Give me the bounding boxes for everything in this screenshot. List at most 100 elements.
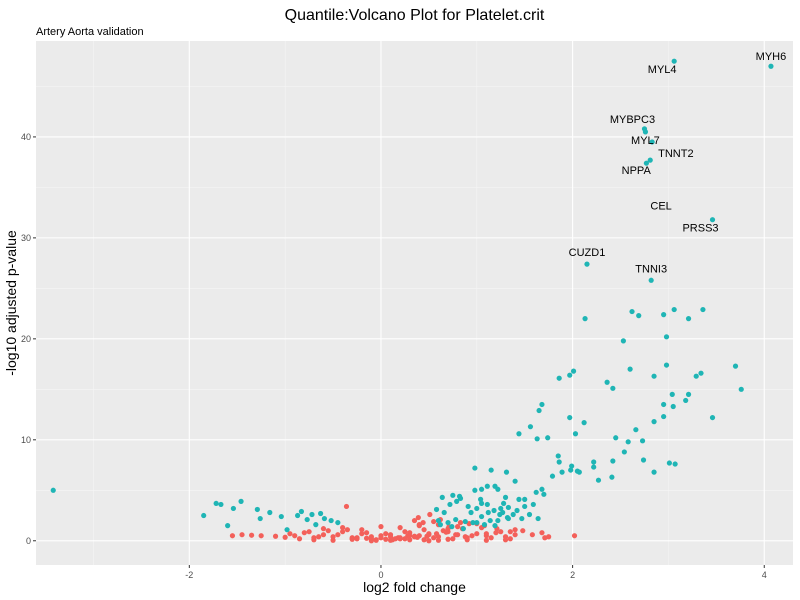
data-point: [359, 531, 365, 537]
data-point: [229, 533, 236, 539]
data-point: [287, 531, 293, 537]
data-point: [292, 533, 298, 539]
data-point: [633, 427, 639, 433]
data-point: [663, 334, 670, 340]
data-point: [498, 529, 504, 535]
data-point: [488, 535, 494, 541]
data-point: [407, 537, 413, 543]
data-point: [549, 473, 556, 479]
data-point: [304, 516, 310, 523]
data-point: [709, 414, 716, 421]
data-point: [284, 527, 290, 533]
data-point: [625, 439, 631, 445]
data-point: [629, 308, 635, 315]
data-point: [414, 534, 420, 540]
data-point: [445, 526, 451, 532]
data-point: [449, 524, 455, 530]
x-axis-ticks: -2 0 2 4: [185, 565, 767, 580]
data-point: [330, 537, 336, 543]
data-point: [415, 514, 421, 521]
data-point: [272, 533, 279, 539]
data-point: [491, 507, 497, 514]
data-point: [320, 526, 327, 532]
data-point: [485, 509, 491, 516]
data-point: [539, 530, 545, 536]
data-point: [238, 498, 244, 504]
data-point: [541, 491, 547, 497]
data-point: [340, 529, 346, 535]
data-point: [254, 506, 260, 513]
data-point: [567, 372, 573, 378]
y-tick-label: 0: [26, 536, 31, 546]
point-label-myh6: MYH6: [756, 51, 787, 63]
data-point: [411, 517, 418, 524]
data-point: [669, 391, 675, 397]
data-point: [512, 532, 518, 538]
data-point: [395, 535, 401, 541]
data-point: [343, 503, 350, 510]
data-point: [512, 527, 518, 533]
data-point: [572, 431, 579, 437]
data-point: [519, 515, 525, 522]
data-point: [481, 522, 488, 528]
data-point: [462, 518, 468, 525]
data-point: [700, 306, 706, 313]
point-label-cel: CEL: [650, 201, 671, 213]
x-tick-label: 2: [570, 570, 575, 580]
data-point: [454, 498, 460, 504]
point-label-cuzd1: CUZD1: [569, 247, 606, 259]
data-point: [431, 518, 437, 525]
data-point: [450, 536, 456, 542]
data-point: [258, 533, 264, 539]
data-point: [661, 312, 667, 318]
data-point: [685, 391, 692, 397]
data-point: [453, 516, 459, 523]
data-point: [484, 483, 490, 489]
data-point: [685, 316, 692, 322]
data-point: [610, 458, 616, 464]
data-point: [582, 316, 588, 322]
data-point: [456, 493, 463, 499]
data-point: [472, 487, 478, 493]
data-point: [604, 379, 610, 385]
data-point: [483, 531, 489, 537]
data-point: [457, 519, 464, 526]
data-point: [437, 522, 443, 528]
data-point: [768, 63, 774, 69]
data-point: [671, 58, 677, 64]
data-point: [478, 513, 485, 520]
data-point: [647, 157, 653, 163]
data-point: [527, 424, 534, 430]
data-point: [520, 528, 526, 534]
y-axis-ticks: 0 10 20 30 40: [21, 132, 36, 546]
point-label-myl4: MYL4: [648, 64, 677, 76]
data-point: [389, 537, 396, 543]
data-point: [484, 501, 490, 508]
data-point: [709, 217, 716, 223]
data-point: [683, 397, 689, 404]
point-label-nppa: NPPA: [622, 165, 652, 177]
data-point: [474, 519, 480, 526]
data-point: [301, 530, 307, 536]
data-point: [663, 362, 670, 368]
data-point: [335, 519, 341, 526]
data-point: [649, 139, 655, 145]
data-point: [421, 527, 427, 533]
data-point: [651, 419, 657, 425]
data-point: [493, 530, 499, 536]
data-point: [469, 533, 475, 539]
data-point: [539, 486, 545, 492]
data-point: [257, 515, 263, 522]
data-point: [516, 496, 522, 502]
data-point: [556, 375, 562, 381]
data-point: [368, 536, 374, 542]
data-point: [316, 534, 322, 540]
data-point: [522, 503, 528, 510]
data-point: [648, 277, 654, 283]
y-axis-title: -log10 adjusted p-value: [3, 230, 19, 376]
data-point: [427, 511, 433, 518]
data-point: [642, 129, 649, 135]
data-point: [433, 531, 440, 537]
data-point: [435, 537, 442, 543]
